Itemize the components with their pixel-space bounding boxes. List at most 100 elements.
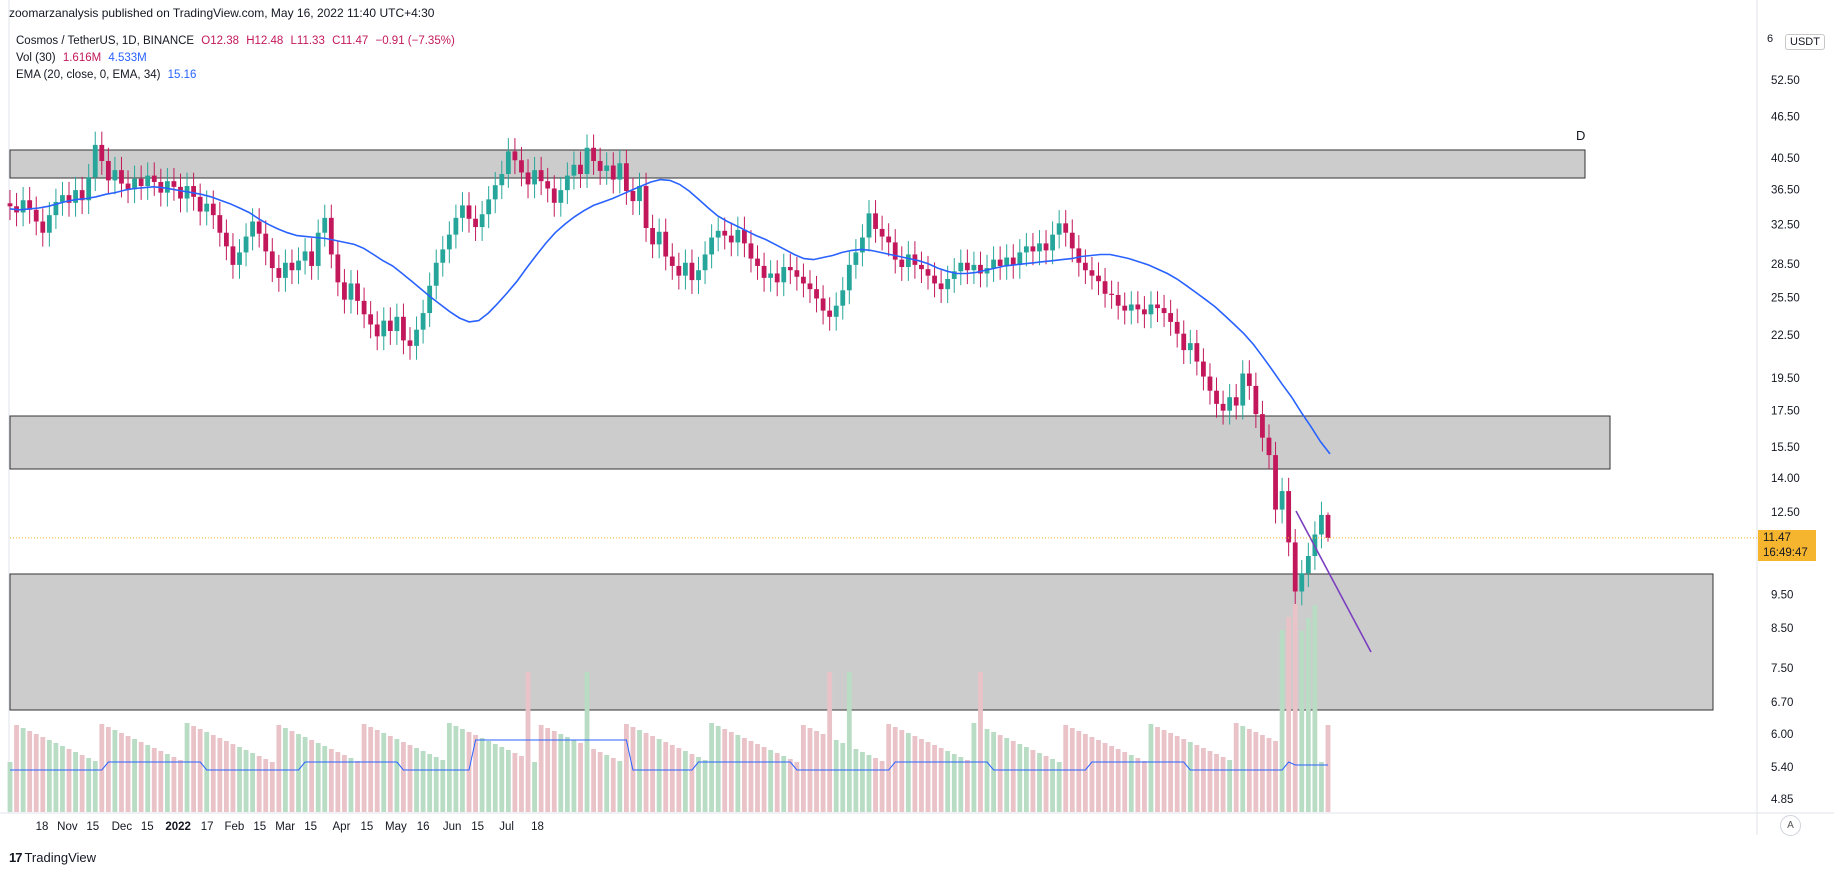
candle-body xyxy=(466,205,472,219)
volume-bar xyxy=(394,739,400,812)
volume-bar xyxy=(289,731,295,812)
volume-bar xyxy=(787,759,793,812)
candle-body xyxy=(60,195,65,202)
candle-body xyxy=(1266,437,1272,456)
candle-body xyxy=(1017,252,1023,265)
candle-body xyxy=(125,183,131,190)
ema-row: EMA (20, close, 0, EMA, 34) 15.16 xyxy=(16,67,459,84)
candle-body xyxy=(210,203,216,216)
candle-body xyxy=(637,186,642,202)
candle-body xyxy=(263,233,269,252)
time-tick-label: 16 xyxy=(417,821,430,833)
candle-body xyxy=(1325,514,1331,538)
volume-bar xyxy=(184,723,190,812)
symbol-title[interactable]: Cosmos / TetherUS, 1D, BINANCE xyxy=(16,35,195,47)
volume-bar xyxy=(696,757,701,812)
volume-bar xyxy=(1155,727,1160,812)
candle-body xyxy=(453,217,459,235)
volume-bar xyxy=(243,750,249,812)
ema-label[interactable]: EMA (20, close, 0, EMA, 34) xyxy=(16,69,161,81)
candle-body xyxy=(151,175,157,182)
candle-body xyxy=(781,267,787,283)
candle-body xyxy=(387,320,393,332)
volume-bar xyxy=(1266,738,1272,812)
volume-bar xyxy=(381,733,387,812)
candle-body xyxy=(978,264,983,274)
candle-body xyxy=(1004,257,1010,266)
volume-bar xyxy=(905,733,911,812)
candle-body xyxy=(1063,223,1069,233)
volume-bar xyxy=(204,732,210,812)
volume-bar xyxy=(387,736,393,812)
volume-row: Vol (30) 1.616M 4.533M xyxy=(16,50,459,67)
volume-bar xyxy=(361,724,367,812)
volume-bar xyxy=(623,724,629,812)
tradingview-logo[interactable]: 17 TradingView xyxy=(9,850,96,865)
candle-body xyxy=(440,249,446,263)
candle-body xyxy=(538,170,544,182)
volume-bar xyxy=(499,747,505,812)
chart-legend: Cosmos / TetherUS, 1D, BINANCE O12.38 H1… xyxy=(16,33,459,84)
volume-bar xyxy=(322,746,328,812)
volume-bar xyxy=(689,754,695,812)
volume-bar xyxy=(912,736,918,812)
publisher-line: zoomarzanalysis published on TradingView… xyxy=(9,6,435,20)
candle-body xyxy=(328,217,334,255)
candle-body xyxy=(1155,304,1160,309)
volume-bar xyxy=(217,738,223,812)
candle-body xyxy=(276,268,282,278)
candle-body xyxy=(315,232,321,266)
candle-body xyxy=(755,258,760,266)
volume-label[interactable]: Vol (30) xyxy=(16,52,56,64)
volume-bar xyxy=(853,749,859,812)
time-tick-label: Jun xyxy=(443,821,462,833)
volume-bar xyxy=(860,752,865,812)
candle-body xyxy=(145,175,151,187)
candle-body xyxy=(663,231,669,257)
volume-bar xyxy=(473,735,478,812)
candle-body xyxy=(269,251,275,269)
volume-bar xyxy=(768,750,774,812)
volume-bar xyxy=(1253,732,1259,812)
volume-bar xyxy=(846,672,852,812)
volume-bar xyxy=(197,729,203,812)
volume-bar xyxy=(237,747,242,812)
volume-bar xyxy=(617,761,623,812)
candle-body xyxy=(446,234,452,250)
volume-bar xyxy=(564,737,570,812)
volume-bar xyxy=(440,760,446,812)
candle-body xyxy=(204,203,210,212)
candle-body xyxy=(1096,275,1101,282)
volume-bar xyxy=(1168,733,1174,812)
candle-body xyxy=(938,283,944,290)
volume-bar xyxy=(892,727,898,812)
currency-unit-button[interactable]: USDT xyxy=(1785,34,1825,50)
candle-body xyxy=(591,147,596,161)
candle-body xyxy=(250,221,256,237)
time-tick-label: 17 xyxy=(201,821,214,833)
candle-body xyxy=(722,230,728,236)
candle-body xyxy=(558,190,564,203)
volume-bar xyxy=(374,730,380,812)
candle-body xyxy=(984,268,990,274)
candle-body xyxy=(519,160,524,173)
candle-body xyxy=(971,264,977,271)
auto-scale-button[interactable]: A xyxy=(1780,815,1801,836)
candle-body xyxy=(1109,293,1115,295)
volume-bar xyxy=(682,751,688,812)
candle-body xyxy=(1253,385,1259,415)
tradingview-logo-icon: 17 xyxy=(9,850,23,865)
volume-bar xyxy=(1286,617,1292,812)
volume-bar xyxy=(1102,743,1108,812)
candle-body xyxy=(643,186,649,228)
price-tick-label: 40.50 xyxy=(1771,153,1800,165)
volume-bar xyxy=(1299,631,1305,812)
volume-bar xyxy=(801,725,806,812)
volume-bar xyxy=(1273,741,1278,812)
candle-body xyxy=(289,262,295,271)
candle-body xyxy=(1187,343,1193,351)
candle-body xyxy=(505,151,511,175)
volume-bar xyxy=(342,755,347,812)
candle-body xyxy=(1240,373,1246,406)
